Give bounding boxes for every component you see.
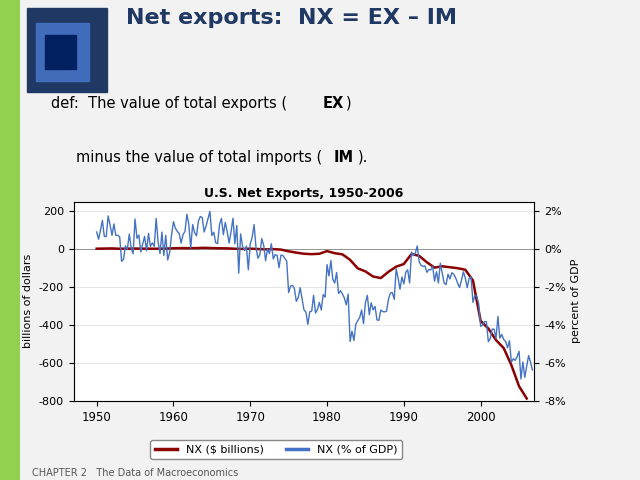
Bar bbox=[36, 23, 88, 81]
NX (% of GDP) bbox=[93, 229, 100, 235]
Y-axis label: billions of dollars: billions of dollars bbox=[23, 254, 33, 348]
NX ($ billions) bbox=[108, 246, 116, 252]
Legend: NX ($ billions), NX (% of GDP): NX ($ billions), NX (% of GDP) bbox=[150, 440, 402, 459]
Y-axis label: percent of GDP: percent of GDP bbox=[572, 259, 581, 343]
Line: NX ($ billions): NX ($ billions) bbox=[97, 248, 527, 398]
Text: ): ) bbox=[346, 96, 352, 111]
Bar bbox=[45, 35, 76, 69]
NX (% of GDP) bbox=[438, 270, 446, 276]
NX (% of GDP) bbox=[529, 367, 536, 373]
NX (% of GDP) bbox=[467, 274, 475, 280]
NX ($ billions) bbox=[216, 245, 223, 251]
NX (% of GDP) bbox=[202, 223, 210, 229]
Text: EX: EX bbox=[323, 96, 344, 111]
NX ($ billions) bbox=[400, 261, 408, 267]
Bar bbox=[27, 8, 108, 92]
Text: minus the value of total imports (: minus the value of total imports ( bbox=[76, 150, 323, 165]
Text: IM: IM bbox=[334, 150, 354, 165]
NX (% of GDP) bbox=[204, 216, 212, 222]
NX (% of GDP) bbox=[377, 307, 385, 313]
NX ($ billions) bbox=[523, 396, 531, 401]
NX ($ billions) bbox=[200, 245, 208, 251]
Text: ).: ). bbox=[358, 150, 369, 165]
NX ($ billions) bbox=[285, 249, 292, 254]
Line: NX (% of GDP): NX (% of GDP) bbox=[97, 211, 532, 379]
NX ($ billions) bbox=[392, 264, 400, 270]
NX (% of GDP) bbox=[206, 208, 214, 214]
NX ($ billions) bbox=[116, 246, 124, 252]
Text: Net exports:  NX = EX – IM: Net exports: NX = EX – IM bbox=[126, 8, 457, 28]
NX ($ billions) bbox=[93, 246, 100, 252]
NX (% of GDP) bbox=[517, 376, 525, 382]
Text: def:  The value of total exports (: def: The value of total exports ( bbox=[51, 96, 287, 111]
Title: U.S. Net Exports, 1950-2006: U.S. Net Exports, 1950-2006 bbox=[204, 187, 404, 201]
NX (% of GDP) bbox=[419, 264, 427, 269]
Text: CHAPTER 2   The Data of Macroeconomics: CHAPTER 2 The Data of Macroeconomics bbox=[32, 468, 238, 478]
